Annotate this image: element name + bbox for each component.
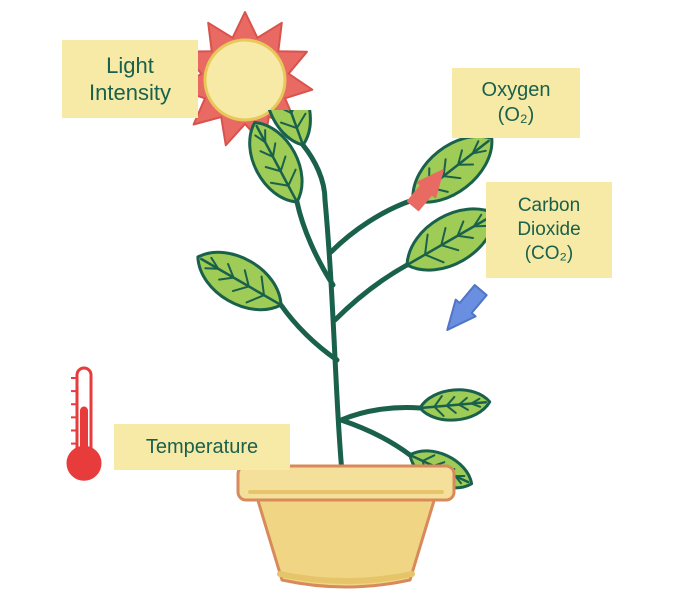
light-intensity-label: Light Intensity	[62, 40, 198, 118]
temperature-label: Temperature	[114, 424, 290, 470]
photosynthesis-diagram: Light Intensity Oxygen (O₂) Carbon Dioxi…	[0, 0, 680, 596]
oxygen-label: Oxygen (O₂)	[452, 68, 580, 138]
thermometer-icon	[60, 362, 108, 502]
plant-pot-icon	[232, 462, 460, 592]
oxygen-arrow-icon	[398, 158, 458, 218]
co2-arrow-icon	[432, 278, 496, 342]
carbon-dioxide-label: Carbon Dioxide (CO₂)	[486, 182, 612, 278]
